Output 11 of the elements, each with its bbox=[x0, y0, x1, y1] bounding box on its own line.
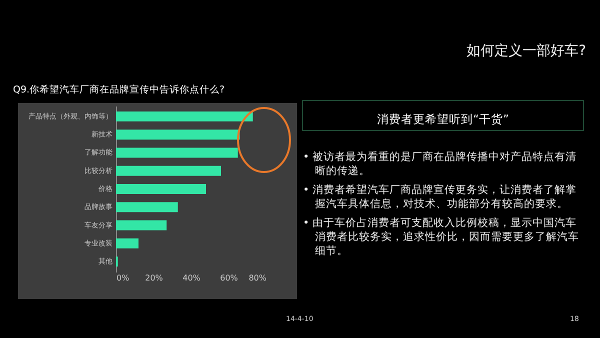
text: • 被访者最为看重的是厂商在品牌传播中对产品特点有清晰的传递。 bbox=[303, 150, 578, 178]
text: • 消费者希望汽车厂商品牌宣传更务实，让消费者了解掌握汽车具体信息，对技术、功能部分有较高的要求。 bbox=[303, 183, 578, 211]
text: 如何定义一部好车? bbox=[466, 42, 586, 60]
x-tick-label: 40% bbox=[182, 274, 201, 282]
text: 消费者更希望听到“干货” bbox=[302, 100, 584, 131]
text: • 由于车价占消费者可支配收入比例校稿，显示中国汽车消费者比较务实，追求性价比，因而需要更多了解汽车细节。 bbox=[303, 216, 580, 258]
chart-title: Q9.你希望汽车厂商在品牌宣传中告诉你点什么? bbox=[13, 84, 225, 96]
x-tick-label: 0% bbox=[116, 274, 130, 282]
x-tick-label: 80% bbox=[248, 274, 267, 282]
x-tick-label: 60% bbox=[220, 274, 238, 282]
x-tick-label: 20% bbox=[145, 274, 164, 282]
